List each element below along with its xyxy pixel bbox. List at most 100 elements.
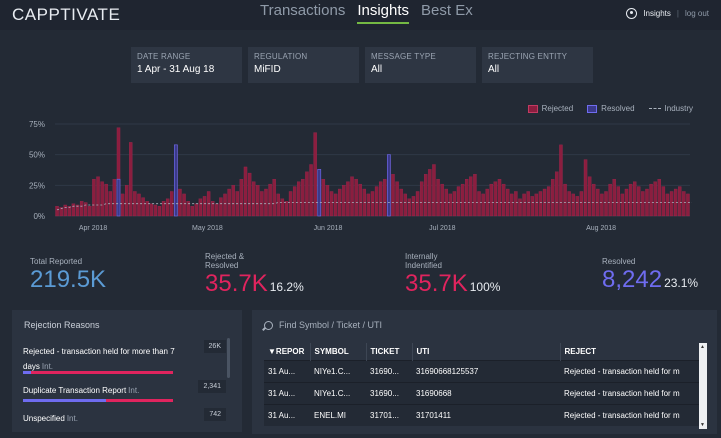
table-row[interactable]: 31 Au... NIYe1.C... 31690... 31690668125…	[264, 360, 704, 383]
stat-label: Rejected & Resolved	[205, 252, 245, 270]
col-uti[interactable]: UTI	[411, 343, 560, 361]
legend-resolved[interactable]: Resolved	[587, 104, 635, 113]
rejected-bar	[309, 164, 313, 217]
legend-label: Rejected	[541, 104, 574, 113]
chart-legend: Rejected Resolved Industry	[527, 104, 693, 113]
y-tick-label: 75%	[29, 120, 45, 129]
rejected-bar	[96, 176, 100, 217]
reason-item[interactable]: Unspecified Int.	[23, 414, 178, 423]
cell: 31 Au...	[264, 404, 310, 426]
rejected-bar	[551, 179, 555, 217]
col-symbol[interactable]: SYMBOL	[309, 343, 366, 361]
user-menu: Insights | log out	[626, 8, 709, 19]
filter-value: All	[371, 64, 383, 75]
resolved-bar	[387, 154, 391, 217]
stats-row: Total Reported 219.5K Rejected & Resolve…	[0, 252, 721, 302]
rejected-bar	[620, 193, 625, 217]
rejected-bar	[366, 193, 371, 217]
legend-rejected[interactable]: Rejected	[527, 104, 574, 113]
scroll-down-icon[interactable]: ▼	[700, 422, 705, 428]
rejected-bar	[510, 193, 514, 217]
rejected-bar	[575, 196, 580, 217]
reason-tag: Int.	[66, 414, 78, 423]
rejected-bar	[411, 196, 416, 217]
col-ticket[interactable]: TICKET	[365, 343, 412, 361]
reasons-scrollbar[interactable]	[227, 338, 230, 378]
col-reject[interactable]: REJECT	[559, 343, 704, 361]
rejected-bar	[374, 186, 379, 217]
tab-insights[interactable]: Insights	[357, 2, 410, 24]
rejected-bar	[92, 179, 96, 217]
legend-industry[interactable]: Industry	[648, 104, 693, 113]
user-icon[interactable]	[626, 8, 638, 19]
rejected-bar	[211, 201, 215, 217]
filter-date-range[interactable]: DATE RANGE 1 Apr - 31 Aug 18	[131, 47, 242, 83]
rejected-bar	[403, 193, 407, 217]
rejected-bar	[538, 191, 543, 217]
scroll-up-icon[interactable]: ▲	[700, 344, 705, 350]
rejected-bar	[616, 186, 621, 217]
cell: 31701411	[412, 404, 560, 426]
stat-pct: 16.2%	[269, 280, 304, 294]
rejected-bar	[497, 179, 502, 217]
filter-label: REGULATION	[254, 52, 308, 61]
reason-count: 2,341	[198, 380, 226, 393]
tab-transactions[interactable]: Transactions	[260, 2, 346, 19]
rejected-bar	[100, 181, 104, 217]
cell: 31690...	[366, 360, 412, 383]
filter-regulation[interactable]: REGULATION MiFID	[248, 47, 359, 83]
cell: Rejected - transaction held for m	[560, 360, 704, 383]
reason-item[interactable]: Rejected - transaction held for more tha…	[23, 344, 178, 374]
rejected-bar	[592, 183, 596, 217]
rejected-bar	[321, 179, 326, 217]
rejection-chart: 75% 50% 25% 0% Apr 2018 May 2018 Jun 2018 Jul 2…	[29, 120, 692, 232]
rejected-bar	[526, 191, 530, 217]
rejected-bar	[149, 203, 153, 217]
rejected-bar	[641, 191, 645, 217]
rejected-bar	[325, 185, 330, 217]
rejected-bar	[686, 193, 690, 217]
x-tick-label: Jul 2018	[429, 225, 456, 232]
resolved-bar	[116, 178, 121, 217]
table-row[interactable]: 31 Au... NIYe1.C... 31690... 31690668 Re…	[264, 382, 704, 405]
table-scrollbar[interactable]: ▲ ▼	[699, 343, 707, 429]
tab-best-ex[interactable]: Best Ex	[421, 2, 473, 19]
rejected-bar	[145, 201, 149, 217]
rejected-bar	[346, 181, 350, 217]
reason-rejected-bar	[23, 371, 173, 374]
table-row[interactable]: 31 Au... ENEL.MI 31701... 31701411 Rejec…	[264, 404, 704, 426]
rejected-bar	[63, 204, 67, 217]
rejected-bar	[555, 171, 559, 217]
x-tick-label: May 2018	[192, 225, 223, 232]
search-input[interactable]: Find Symbol / Ticket / UTI	[279, 320, 383, 330]
rejected-bar	[501, 183, 506, 217]
search-box[interactable]: Find Symbol / Ticket / UTI	[264, 320, 382, 330]
col-report[interactable]: ▼REPOR	[264, 343, 310, 361]
rejected-bar	[137, 193, 141, 217]
rejected-bar	[112, 179, 117, 217]
y-tick-label: 0%	[33, 212, 45, 221]
reason-item[interactable]: Duplicate Transaction Report Int.	[23, 386, 178, 395]
rejected-bar	[67, 206, 72, 217]
legend-label: Resolved	[601, 104, 635, 113]
user-name[interactable]: Insights	[643, 9, 671, 18]
reason-rejected-bar	[105, 399, 173, 402]
filter-message-type[interactable]: MESSAGE TYPE All	[365, 47, 476, 83]
filter-label: DATE RANGE	[137, 52, 191, 61]
rejected-bar	[297, 181, 301, 217]
stat-value: 35.7K	[205, 270, 268, 297]
cell: 31 Au...	[264, 360, 310, 383]
reason-resolved-bar	[23, 399, 106, 402]
rejected-bar	[124, 185, 129, 217]
stat-value: 8,242	[602, 266, 663, 293]
rejected-bar	[223, 193, 227, 217]
rejected-bar	[71, 203, 76, 217]
logout-link[interactable]: log out	[684, 9, 709, 18]
stat-value-row: 219.5K	[30, 266, 106, 294]
reason-tag: Int.	[128, 386, 140, 395]
stat-value: 219.5K	[30, 266, 107, 293]
stat-value-row: 8,242 23.1%	[602, 266, 698, 294]
resolved-swatch	[587, 104, 598, 113]
rejected-bar	[440, 183, 444, 217]
filter-rejecting-entity[interactable]: REJECTING ENTITY All	[482, 47, 593, 83]
